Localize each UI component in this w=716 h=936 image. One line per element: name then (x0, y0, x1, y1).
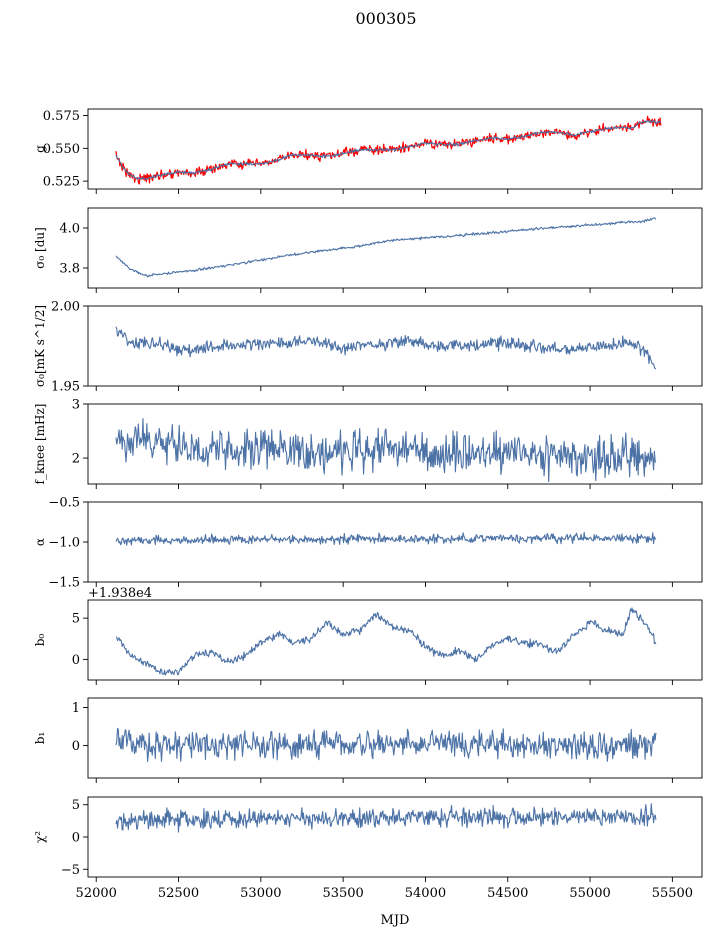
panel-4-frame (87, 403, 703, 485)
y-tick-label: 3 (72, 398, 80, 413)
panel-1: 0.525 0.550 0.575 g (33, 108, 703, 194)
panel-7-series-line (115, 727, 657, 763)
panel-7-frame (87, 697, 703, 779)
panel-3-series-line (115, 326, 657, 370)
panel-6-series-line (115, 607, 657, 676)
panels-group: 0.525 0.550 0.575 g 3.8 4.0 σ₀ [du] 1.95 2.00 σ₀[… (33, 108, 703, 901)
figure-title: 000305 (355, 9, 416, 28)
panel-2-series-line (115, 217, 657, 278)
panel-1-series-line (115, 119, 662, 180)
panel-6-frame (87, 599, 703, 681)
panel-8-frame (87, 796, 703, 878)
panel-7-y-label: b₁ (33, 732, 47, 745)
panel-5-y-label: α (33, 538, 47, 546)
y-tick-label: 3.8 (59, 262, 80, 277)
y-tick-label: 0.525 (43, 175, 80, 190)
panel-5: −1.5 −1.0 −0.5 α (33, 496, 703, 591)
y-tick-label: 0 (72, 739, 80, 754)
panel-4-y-label: f_knee [mHz] (33, 404, 47, 485)
y-tick-label: 2.00 (51, 300, 80, 315)
panel-7: 0 1 b₁ (33, 697, 703, 783)
x-axis-label: MJD (381, 913, 410, 928)
y-tick-label: −1.0 (48, 536, 80, 551)
panel-2-y-label: σ₀ [du] (33, 227, 47, 269)
y-tick-label: 2 (72, 452, 80, 467)
y-tick-label: 0.575 (43, 109, 80, 124)
x-tick-label: 52000 (76, 886, 117, 901)
panel-4: 2 3 f_knee [mHz] (33, 398, 703, 489)
panel-1-y-label: g (33, 145, 47, 153)
y-tick-label: 4.0 (59, 222, 80, 237)
panel-3-y-label: σ₀[mK s^1/2] (33, 305, 47, 387)
y-tick-label: 0 (72, 653, 80, 668)
panel-3-frame (87, 305, 703, 387)
x-tick-label: 54000 (405, 886, 446, 901)
y-tick-label: 0 (72, 831, 80, 846)
panel-6-y-label: b₀ (33, 634, 47, 647)
y-tick-label: −1.5 (48, 576, 80, 591)
y-tick-label: 5 (72, 612, 80, 627)
x-tick-label: 55000 (569, 886, 610, 901)
y-tick-label: −5 (61, 863, 80, 878)
panel-3: 1.95 2.00 σ₀[mK s^1/2] (33, 300, 703, 395)
x-tick-label: 54500 (487, 886, 528, 901)
panel-2-frame (87, 207, 703, 289)
y-tick-label: 1 (72, 701, 80, 716)
y-tick-label: −0.5 (48, 496, 80, 511)
x-tick-label: 52500 (158, 886, 199, 901)
panel-4-series-line (115, 418, 657, 483)
panel-6: 0 5 b₀ +1.938e4 (33, 586, 703, 685)
x-tick-label: 53000 (240, 886, 281, 901)
panel-8: 52000 52500 53000 53500 54000 54500 55000 55500… (33, 796, 703, 901)
panel-2: 3.8 4.0 σ₀ [du] (33, 207, 703, 293)
y-tick-label: 1.95 (51, 380, 80, 395)
panel-1-frame (87, 108, 703, 190)
x-tick-label: 53500 (322, 886, 363, 901)
y-tick-label: 5 (72, 798, 80, 813)
panel-8-y-label: χ² (33, 831, 47, 843)
x-tick-label: 55500 (652, 886, 693, 901)
y-offset-label: +1.938e4 (88, 586, 152, 601)
y-tick-label: 0.550 (43, 142, 80, 157)
panel-8-series-line (115, 803, 657, 833)
panel-5-series-line (115, 531, 657, 546)
